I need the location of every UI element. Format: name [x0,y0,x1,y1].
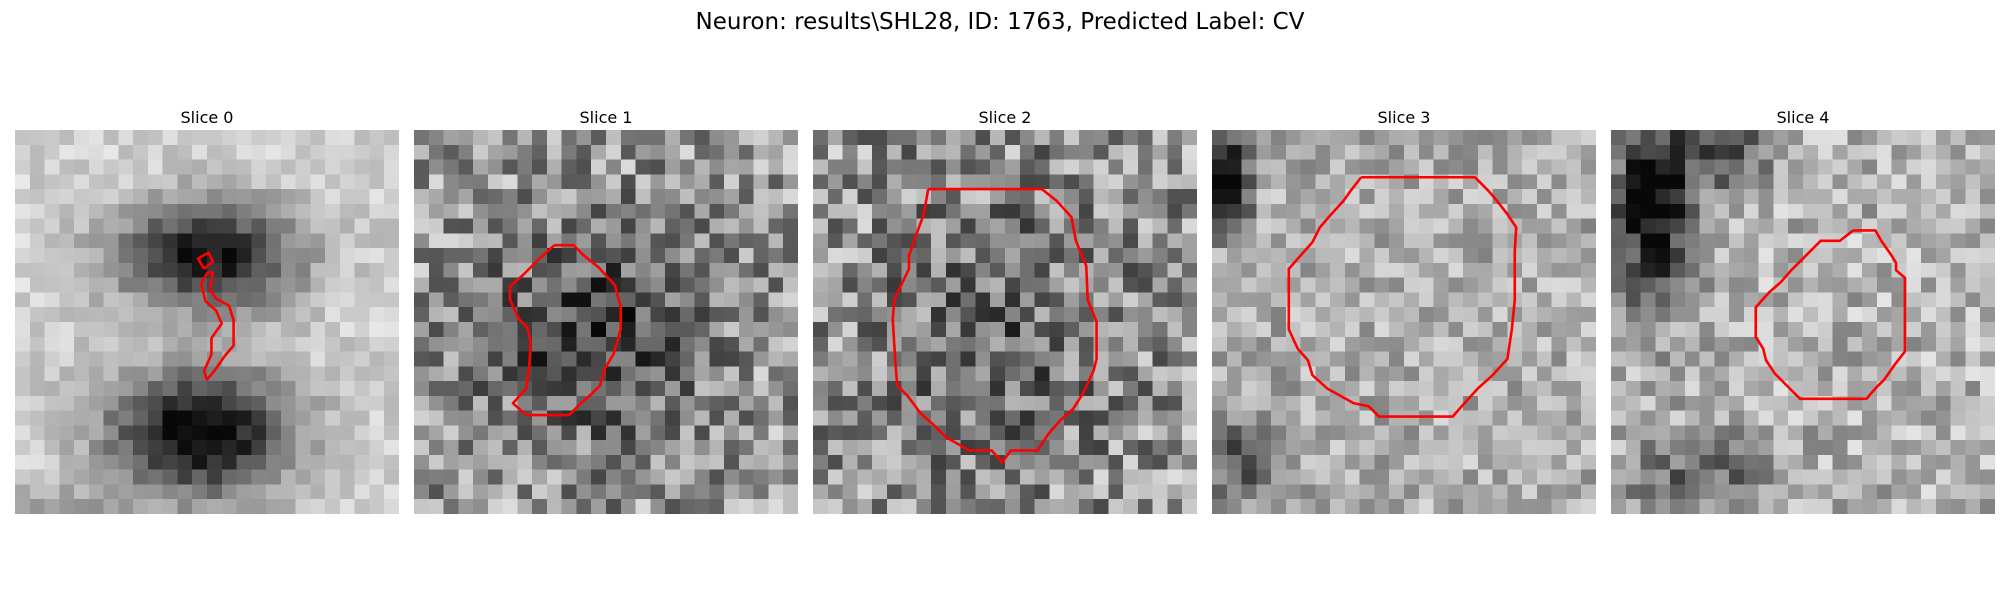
figure-title: Neuron: results\SHL28, ID: 1763, Predict… [695,9,1305,35]
contour-outline-0 [1289,177,1516,416]
slice-image-3 [1212,130,1596,514]
pixel-grid [15,130,399,514]
slice-title-0: Slice 0 [180,108,234,127]
pixel-grid [1212,130,1596,514]
slice-title-4: Slice 4 [1776,108,1830,127]
slice-panel-1: Slice 1 [414,108,798,514]
slice-image-0 [15,130,399,514]
slice-title-2: Slice 2 [978,108,1032,127]
contour-outline-1 [201,272,233,380]
slice-panel-0: Slice 0 [15,108,399,514]
contour-outline-0 [893,189,1097,462]
contour-outline-0 [198,253,213,269]
pixel-grid [813,130,1197,514]
slice-panel-3: Slice 3 [1212,108,1596,514]
slice-image-2 [813,130,1197,514]
pixel-grid [414,130,798,514]
contour-outline-0 [1756,230,1905,398]
slice-image-1 [414,130,798,514]
contour-outline-0 [510,245,621,415]
pixel-grid [1611,130,1995,514]
slice-title-1: Slice 1 [579,108,633,127]
slice-title-3: Slice 3 [1377,108,1431,127]
slice-image-4 [1611,130,1995,514]
slice-panel-2: Slice 2 [813,108,1197,514]
slice-panel-4: Slice 4 [1611,108,1995,514]
